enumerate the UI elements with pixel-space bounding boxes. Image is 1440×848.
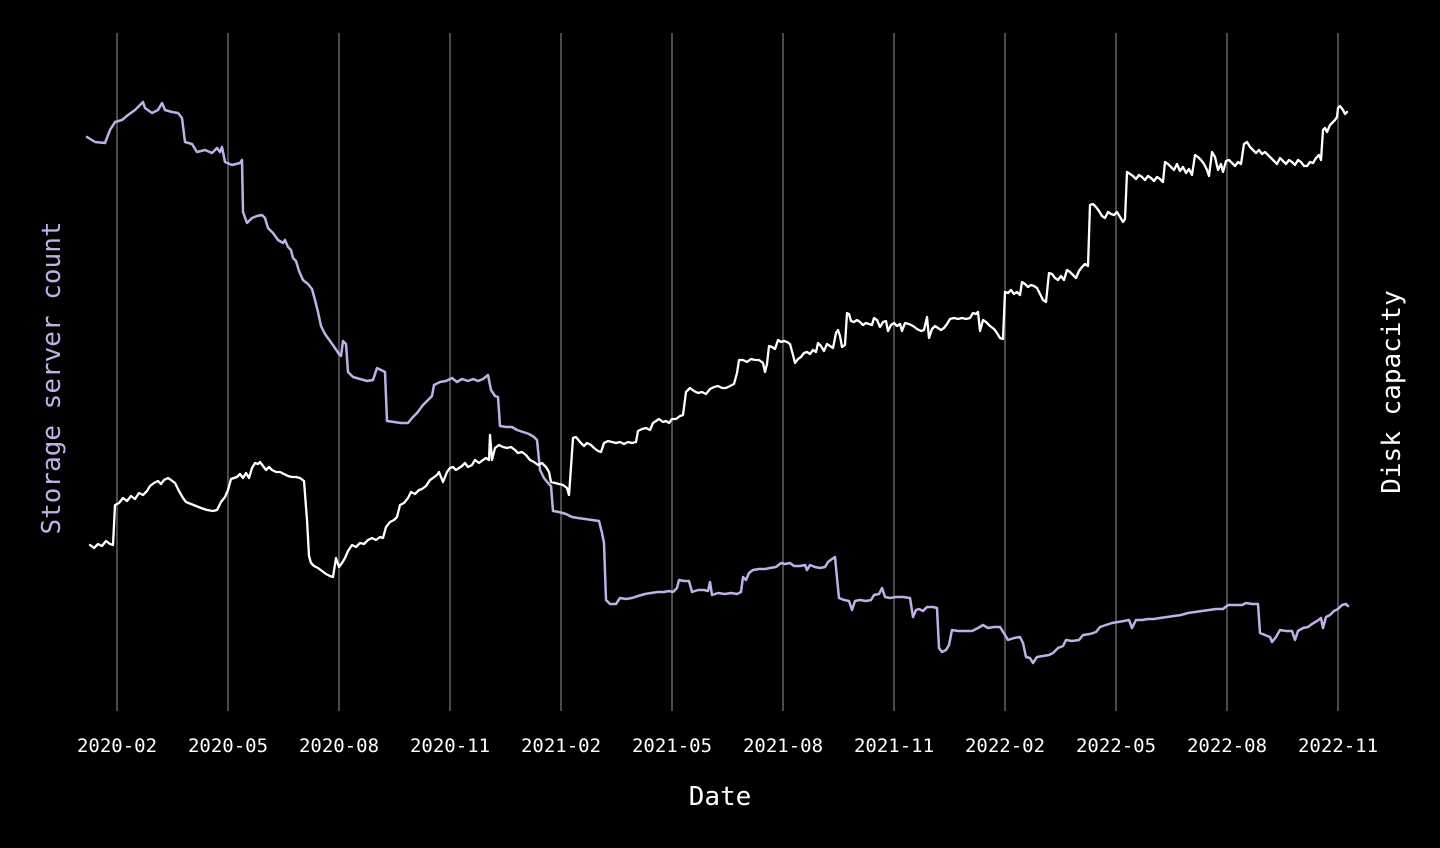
- x-tick-label: 2021-11: [853, 735, 935, 757]
- x-axis-title: Date: [688, 782, 752, 812]
- x-tick-label: 2020-11: [409, 735, 491, 757]
- x-tick-label: 2020-02: [76, 735, 158, 757]
- x-tick-label: 2022-05: [1075, 735, 1157, 757]
- series-line-disk-capacity: [88, 104, 1349, 579]
- series-line-storage-server-count: [85, 100, 1350, 665]
- x-tick-label: 2020-05: [187, 735, 269, 757]
- x-tick-label: 2022-11: [1297, 735, 1379, 757]
- x-tick-label: 2021-05: [631, 735, 713, 757]
- y-axis-title-right: Disk capacity: [1377, 290, 1407, 494]
- x-tick-label: 2020-08: [298, 735, 380, 757]
- x-tick-label: 2022-08: [1186, 735, 1268, 757]
- x-tick-label: 2022-02: [964, 735, 1046, 757]
- x-tick-label: 2021-08: [742, 735, 824, 757]
- x-tick-label: 2021-02: [520, 735, 602, 757]
- y-axis-title-left: Storage server count: [37, 221, 67, 535]
